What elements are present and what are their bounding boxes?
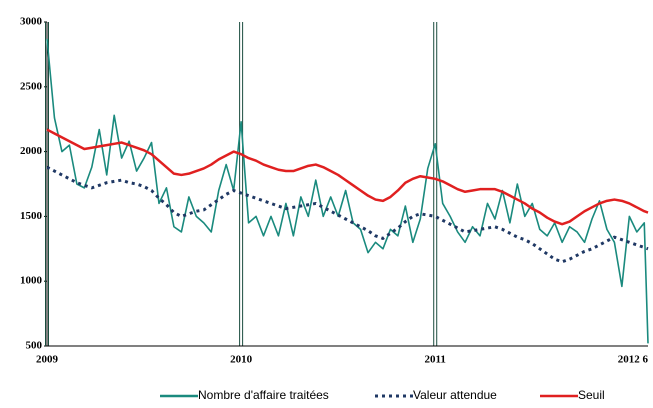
series-line [46,38,649,344]
x-tick-label: 2009 [36,354,59,366]
x-tick-label: 2012 6 [618,354,649,366]
y-tick-label: 2500 [20,80,43,92]
legend-label: Nombre d'affaire traitées [198,388,329,402]
legend-label: Seuil [578,388,605,402]
y-tick-label: 1500 [20,210,43,222]
y-tick-label: 1000 [20,275,43,287]
y-tick-label: 2000 [20,145,43,157]
y-tick-label: 3000 [20,16,43,28]
series-line [46,165,649,264]
x-tick-label: 2011 [425,354,446,366]
legend-label: Valeur attendue [413,388,497,402]
x-tick-label: 2010 [230,354,253,366]
y-tick-label: 500 [26,340,43,352]
series-line [46,128,649,226]
